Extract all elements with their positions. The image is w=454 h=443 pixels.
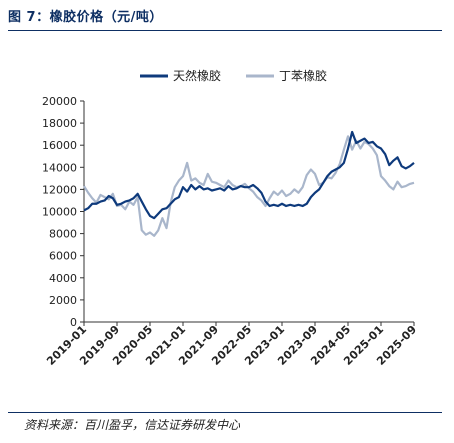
legend-label-0: 天然橡胶	[173, 68, 221, 83]
source-note: 资料来源：百川盈孚，信达证券研发中心	[24, 418, 241, 432]
series-layer	[83, 130, 415, 237]
figure-title: 图 7：橡胶价格（元/吨）	[8, 10, 163, 25]
y-tick-label: 4000	[49, 272, 77, 285]
y-tick-label: 0	[70, 316, 77, 329]
source-divider	[8, 412, 442, 413]
y-tick-label: 16000	[42, 139, 77, 152]
y-tick-label: 8000	[49, 228, 77, 241]
series-line-1	[83, 135, 415, 237]
x-axis: 2019-012019-092020-052021-012021-092022-…	[44, 321, 419, 368]
y-tick-label: 20000	[42, 95, 77, 108]
y-tick-label: 18000	[42, 117, 77, 130]
series-line-0	[83, 130, 415, 220]
y-axis: 0 2000 4000 6000 8000 10000 12000 14000 16000 180…	[42, 95, 85, 329]
y-tick-label: 14000	[42, 161, 77, 174]
y-tick-label: 12000	[42, 183, 77, 196]
y-tick-label: 10000	[42, 206, 77, 219]
legend: 天然橡胶 丁苯橡胶	[140, 68, 327, 83]
y-tick-label: 2000	[49, 294, 77, 307]
legend-label-1: 丁苯橡胶	[279, 68, 327, 83]
title-divider	[8, 30, 442, 31]
y-tick-label: 6000	[49, 250, 77, 263]
